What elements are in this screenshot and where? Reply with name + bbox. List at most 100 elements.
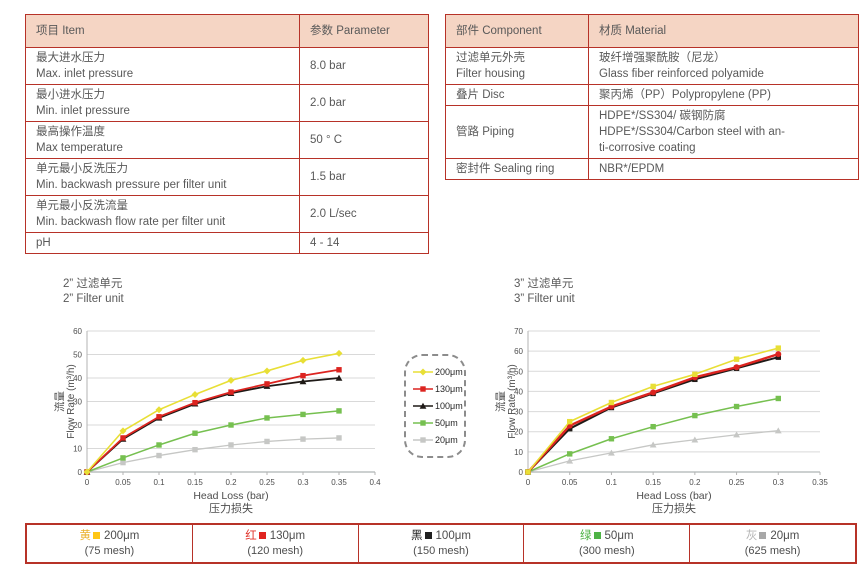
axes: 0 10 20 30 40 50 60 0 0.05 0.1 0.15 0.2 0.25 0.3 0.35 0…	[73, 327, 381, 487]
table-row: 最小进水压力 Min. inlet pressure 2.0 bar	[25, 84, 429, 122]
legend-label: 200μm	[435, 367, 463, 377]
mesh-size: 50μm	[604, 529, 634, 542]
svg-text:10: 10	[514, 448, 523, 457]
legend-item-1: 130μm	[413, 381, 464, 398]
svg-text:0.15: 0.15	[645, 478, 661, 487]
color-swatch-icon	[92, 531, 100, 539]
material-cell: 玻纤增强聚酰胺（尼龙） Glass fiber reinforced polya…	[588, 47, 859, 85]
legend-item-0: 200μm	[413, 364, 464, 381]
item-label-en: Min. backwash flow rate per filter unit	[36, 216, 226, 228]
spec-table-header-row: 项目 Item 参数 Parameter	[25, 14, 429, 48]
mesh-size: 100μm	[435, 529, 471, 542]
spec-item-cell: 最小进水压力 Min. inlet pressure	[25, 84, 300, 122]
mesh-size: 130μm	[269, 529, 306, 542]
mesh-cell-200um: 黄 200μm (75 mesh)	[27, 525, 193, 562]
spec-item-cell: 单元最小反洗压力 Min. backwash pressure per filt…	[25, 158, 300, 196]
legend-item-2: 100μm	[413, 398, 464, 415]
svg-text:30: 30	[73, 398, 82, 407]
svg-text:0.3: 0.3	[297, 478, 309, 487]
legend-marker-icon	[413, 437, 433, 443]
spec-item-cell: 最高操作温度 Max temperature	[25, 121, 300, 159]
color-char: 灰	[745, 529, 758, 542]
component-label: 叠片 Disc	[456, 89, 505, 101]
mesh-size-line: 黄 200μm	[79, 529, 139, 544]
spec-item-cell: 最大进水压力 Max. inlet pressure	[25, 47, 300, 85]
spec-table: 项目 Item 参数 Parameter 最大进水压力 Max. inlet p…	[25, 14, 429, 254]
material-line: HDPE*/SS304/ 碳钢防腐	[599, 110, 726, 122]
flow-rate-chart-2in: 0 10 20 30 40 50 60 0 0.05 0.1 0.15 0.2 0.25 0.3 0.35 0…	[53, 327, 381, 515]
spec-value-cell: 2.0 bar	[299, 84, 429, 122]
mesh-cell-20um: 灰 20μm (625 mesh)	[690, 525, 855, 562]
material-line: NBR*/EPDM	[599, 163, 665, 175]
chart-title-3in: 3” 过滤单元 3” Filter unit	[514, 277, 575, 307]
spec-value-cell: 1.5 bar	[299, 158, 429, 196]
svg-text:0.1: 0.1	[606, 478, 618, 487]
svg-text:0.15: 0.15	[187, 478, 203, 487]
item-label-en: Min. backwash pressure per filter unit	[36, 179, 227, 191]
table-row: 最高操作温度 Max temperature 50 ° C	[25, 121, 429, 159]
spec-header-parameter: 参数 Parameter	[299, 14, 429, 48]
material-header-component: 部件 Component	[445, 14, 589, 48]
mesh-legend-strip: 黄 200μm (75 mesh) 红 130μm (120 mesh) 黑 100μ…	[25, 523, 857, 564]
mesh-cell-50um: 绿 50μm (300 mesh)	[524, 525, 691, 562]
svg-text:0.2: 0.2	[225, 478, 237, 487]
item-label-cn: pH	[36, 237, 51, 249]
item-label-cn: 最大进水压力	[36, 52, 105, 64]
item-label-cn: 单元最小反洗流量	[36, 200, 128, 212]
svg-text:40: 40	[514, 387, 523, 396]
svg-text:0: 0	[526, 478, 531, 487]
mesh-count: (120 mesh)	[247, 544, 304, 557]
svg-text:0.4: 0.4	[369, 478, 381, 487]
material-line: 聚丙烯（PP）Polypropylene (PP)	[599, 89, 771, 101]
component-cell: 叠片 Disc	[445, 84, 589, 106]
svg-text:0.05: 0.05	[115, 478, 131, 487]
table-row: 单元最小反洗压力 Min. backwash pressure per filt…	[25, 158, 429, 196]
spec-item-cell: pH	[25, 232, 300, 254]
svg-text:0: 0	[78, 468, 83, 477]
table-row: pH 4 - 14	[25, 232, 429, 254]
color-swatch-icon	[593, 531, 601, 539]
svg-text:40: 40	[73, 374, 82, 383]
mesh-size-line: 灰 20μm	[746, 529, 800, 544]
legend-label: 20μm	[435, 435, 458, 445]
material-line: HDPE*/SS304/Carbon steel with an-	[599, 126, 786, 138]
svg-text:60: 60	[514, 347, 523, 356]
svg-text:Head Loss (bar): Head Loss (bar)	[193, 490, 268, 502]
svg-text:流量: 流量	[494, 391, 507, 412]
legend-label: 100μm	[435, 401, 463, 411]
svg-text:0.25: 0.25	[729, 478, 745, 487]
mesh-count: (300 mesh)	[578, 544, 635, 557]
mesh-size: 200μm	[103, 529, 140, 542]
material-line: ti-corrosive coating	[599, 142, 696, 154]
table-row: 密封件 Sealing ring NBR*/EPDM	[445, 158, 859, 180]
legend-marker-icon	[413, 420, 433, 426]
material-line: Glass fiber reinforced polyamide	[599, 68, 764, 80]
color-char: 黄	[79, 529, 91, 542]
material-header-material: 材质 Material	[588, 14, 859, 48]
svg-text:70: 70	[514, 327, 523, 336]
mesh-size: 20μm	[770, 529, 800, 542]
spec-value-cell: 2.0 L/sec	[299, 195, 429, 233]
color-swatch-icon	[759, 531, 767, 539]
svg-text:10: 10	[73, 445, 82, 454]
spec-value-cell: 50 ° C	[299, 121, 429, 159]
svg-text:Flow Rate (m³/h): Flow Rate (m³/h)	[507, 364, 518, 438]
item-label-cn: 单元最小反洗压力	[36, 163, 128, 175]
svg-text:0: 0	[519, 468, 524, 477]
component-label-en: Filter housing	[456, 68, 526, 80]
svg-text:50: 50	[73, 351, 82, 360]
legend-label: 50μm	[435, 418, 458, 428]
color-char: 黑	[411, 529, 423, 542]
component-cell: 管路 Piping	[445, 105, 589, 159]
item-label-cn: 最小进水压力	[36, 89, 105, 101]
color-char: 红	[245, 529, 257, 542]
series-200um	[83, 349, 343, 476]
chart-title-3in-en: 3” Filter unit	[514, 293, 575, 305]
chart-series-legend: 200μm 130μm 100μm 50μm 20μm	[404, 354, 466, 458]
mesh-size-line: 红 130μm	[245, 529, 305, 544]
legend-item-4: 20μm	[413, 432, 464, 449]
chart-title-2in-cn: 2” 过滤单元	[63, 278, 123, 290]
mesh-size-line: 绿 50μm	[580, 529, 634, 544]
chart-title-3in-cn: 3” 过滤单元	[514, 278, 574, 290]
